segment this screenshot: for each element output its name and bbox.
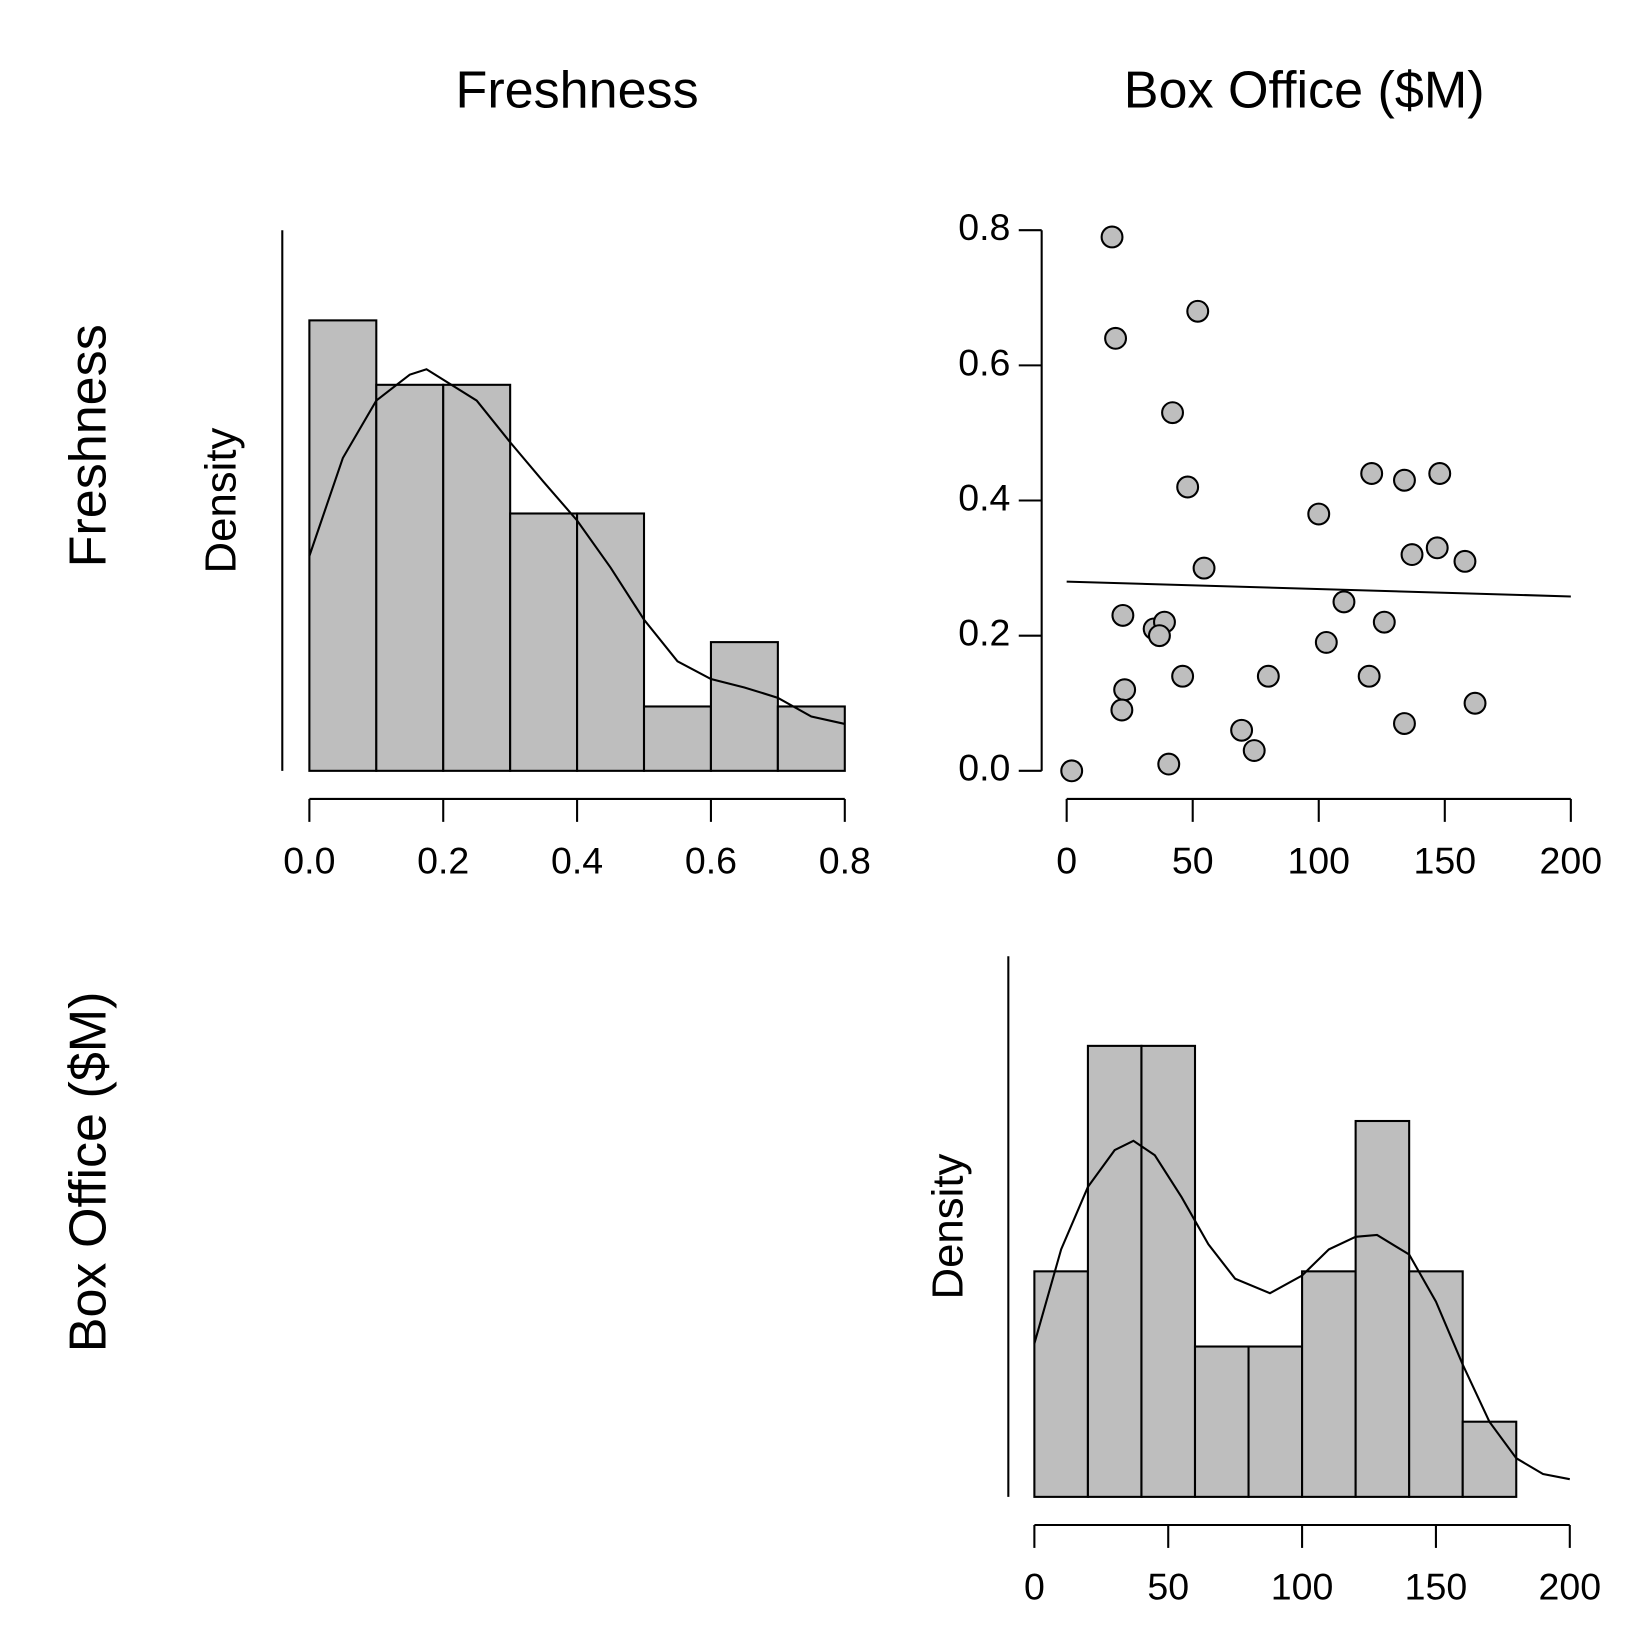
histogram-bar xyxy=(1033,1270,1089,1498)
histogram-bar xyxy=(576,512,646,772)
histogram-bar xyxy=(1301,1270,1357,1498)
histogram-bar xyxy=(509,512,579,772)
point xyxy=(1372,610,1396,634)
histogram-bar xyxy=(308,319,378,772)
x-tick-label: 200 xyxy=(1539,1565,1602,1607)
y-tick-label: 0.4 xyxy=(958,476,1010,518)
x-tick-label: 150 xyxy=(1405,1565,1468,1607)
point xyxy=(1161,401,1185,425)
x-tick-label: 0 xyxy=(1056,839,1077,881)
point xyxy=(1100,225,1124,249)
column-label: Freshness xyxy=(456,62,699,120)
point xyxy=(1230,718,1254,742)
histogram-bar xyxy=(1247,1345,1304,1498)
y-tick-label: 0.0 xyxy=(958,747,1010,789)
x-tick-label: 200 xyxy=(1540,839,1603,881)
point xyxy=(1111,603,1135,627)
point xyxy=(1256,664,1280,688)
x-tick-label: 100 xyxy=(1271,1565,1334,1607)
histogram-bar xyxy=(642,705,712,772)
y-tick-label: 0.6 xyxy=(958,341,1010,383)
x-tick-label: 0.6 xyxy=(685,839,737,881)
y-axis-label: Density xyxy=(197,427,246,573)
point xyxy=(1463,691,1487,715)
x-tick-label: 100 xyxy=(1287,839,1350,881)
x-tick-label: 50 xyxy=(1172,839,1214,881)
density-curve xyxy=(308,368,846,725)
point xyxy=(1113,678,1137,702)
point xyxy=(1400,543,1424,567)
trend-line xyxy=(1066,580,1571,598)
point xyxy=(1147,624,1171,648)
histogram-bar xyxy=(1408,1270,1464,1498)
row-label: Box Office ($M) xyxy=(59,991,117,1352)
histogram-bar xyxy=(1086,1044,1143,1498)
point xyxy=(1428,462,1452,485)
x-tick-label: 0.4 xyxy=(551,839,603,881)
point xyxy=(1453,549,1477,573)
point xyxy=(1425,536,1449,560)
x-tick-label: 150 xyxy=(1414,839,1477,881)
point xyxy=(1332,590,1356,614)
x-tick-label: 0.8 xyxy=(819,839,871,881)
histogram-bar xyxy=(1461,1420,1518,1498)
row-label: Freshness xyxy=(59,324,117,567)
y-tick-label: 0.2 xyxy=(958,612,1010,654)
histogram-bar xyxy=(375,383,445,772)
point xyxy=(1393,712,1416,735)
point xyxy=(1357,664,1381,688)
point xyxy=(1110,698,1134,722)
point xyxy=(1314,630,1338,654)
point xyxy=(1242,739,1266,763)
point xyxy=(1186,299,1210,323)
point xyxy=(1060,759,1084,783)
point xyxy=(1393,468,1416,492)
point xyxy=(1360,462,1384,485)
x-tick-label: 0.0 xyxy=(283,839,335,881)
point xyxy=(1176,475,1200,499)
density-curve xyxy=(1033,1139,1570,1481)
point xyxy=(1192,556,1216,580)
histogram-bar xyxy=(442,383,512,772)
histogram-bar xyxy=(1140,1044,1197,1498)
point xyxy=(1104,326,1128,350)
point xyxy=(1171,664,1195,688)
y-tick-label: 0.8 xyxy=(958,206,1010,248)
x-tick-label: 0.2 xyxy=(417,839,469,881)
x-tick-label: 0 xyxy=(1024,1565,1045,1607)
y-axis-label: Density xyxy=(924,1153,973,1299)
x-tick-label: 50 xyxy=(1147,1565,1189,1607)
point xyxy=(1157,752,1181,776)
histogram-bar xyxy=(709,641,779,772)
point xyxy=(1307,502,1331,526)
histogram-bar xyxy=(1354,1119,1411,1498)
column-label: Box Office ($M) xyxy=(1124,62,1485,120)
histogram-bar xyxy=(1193,1345,1250,1498)
